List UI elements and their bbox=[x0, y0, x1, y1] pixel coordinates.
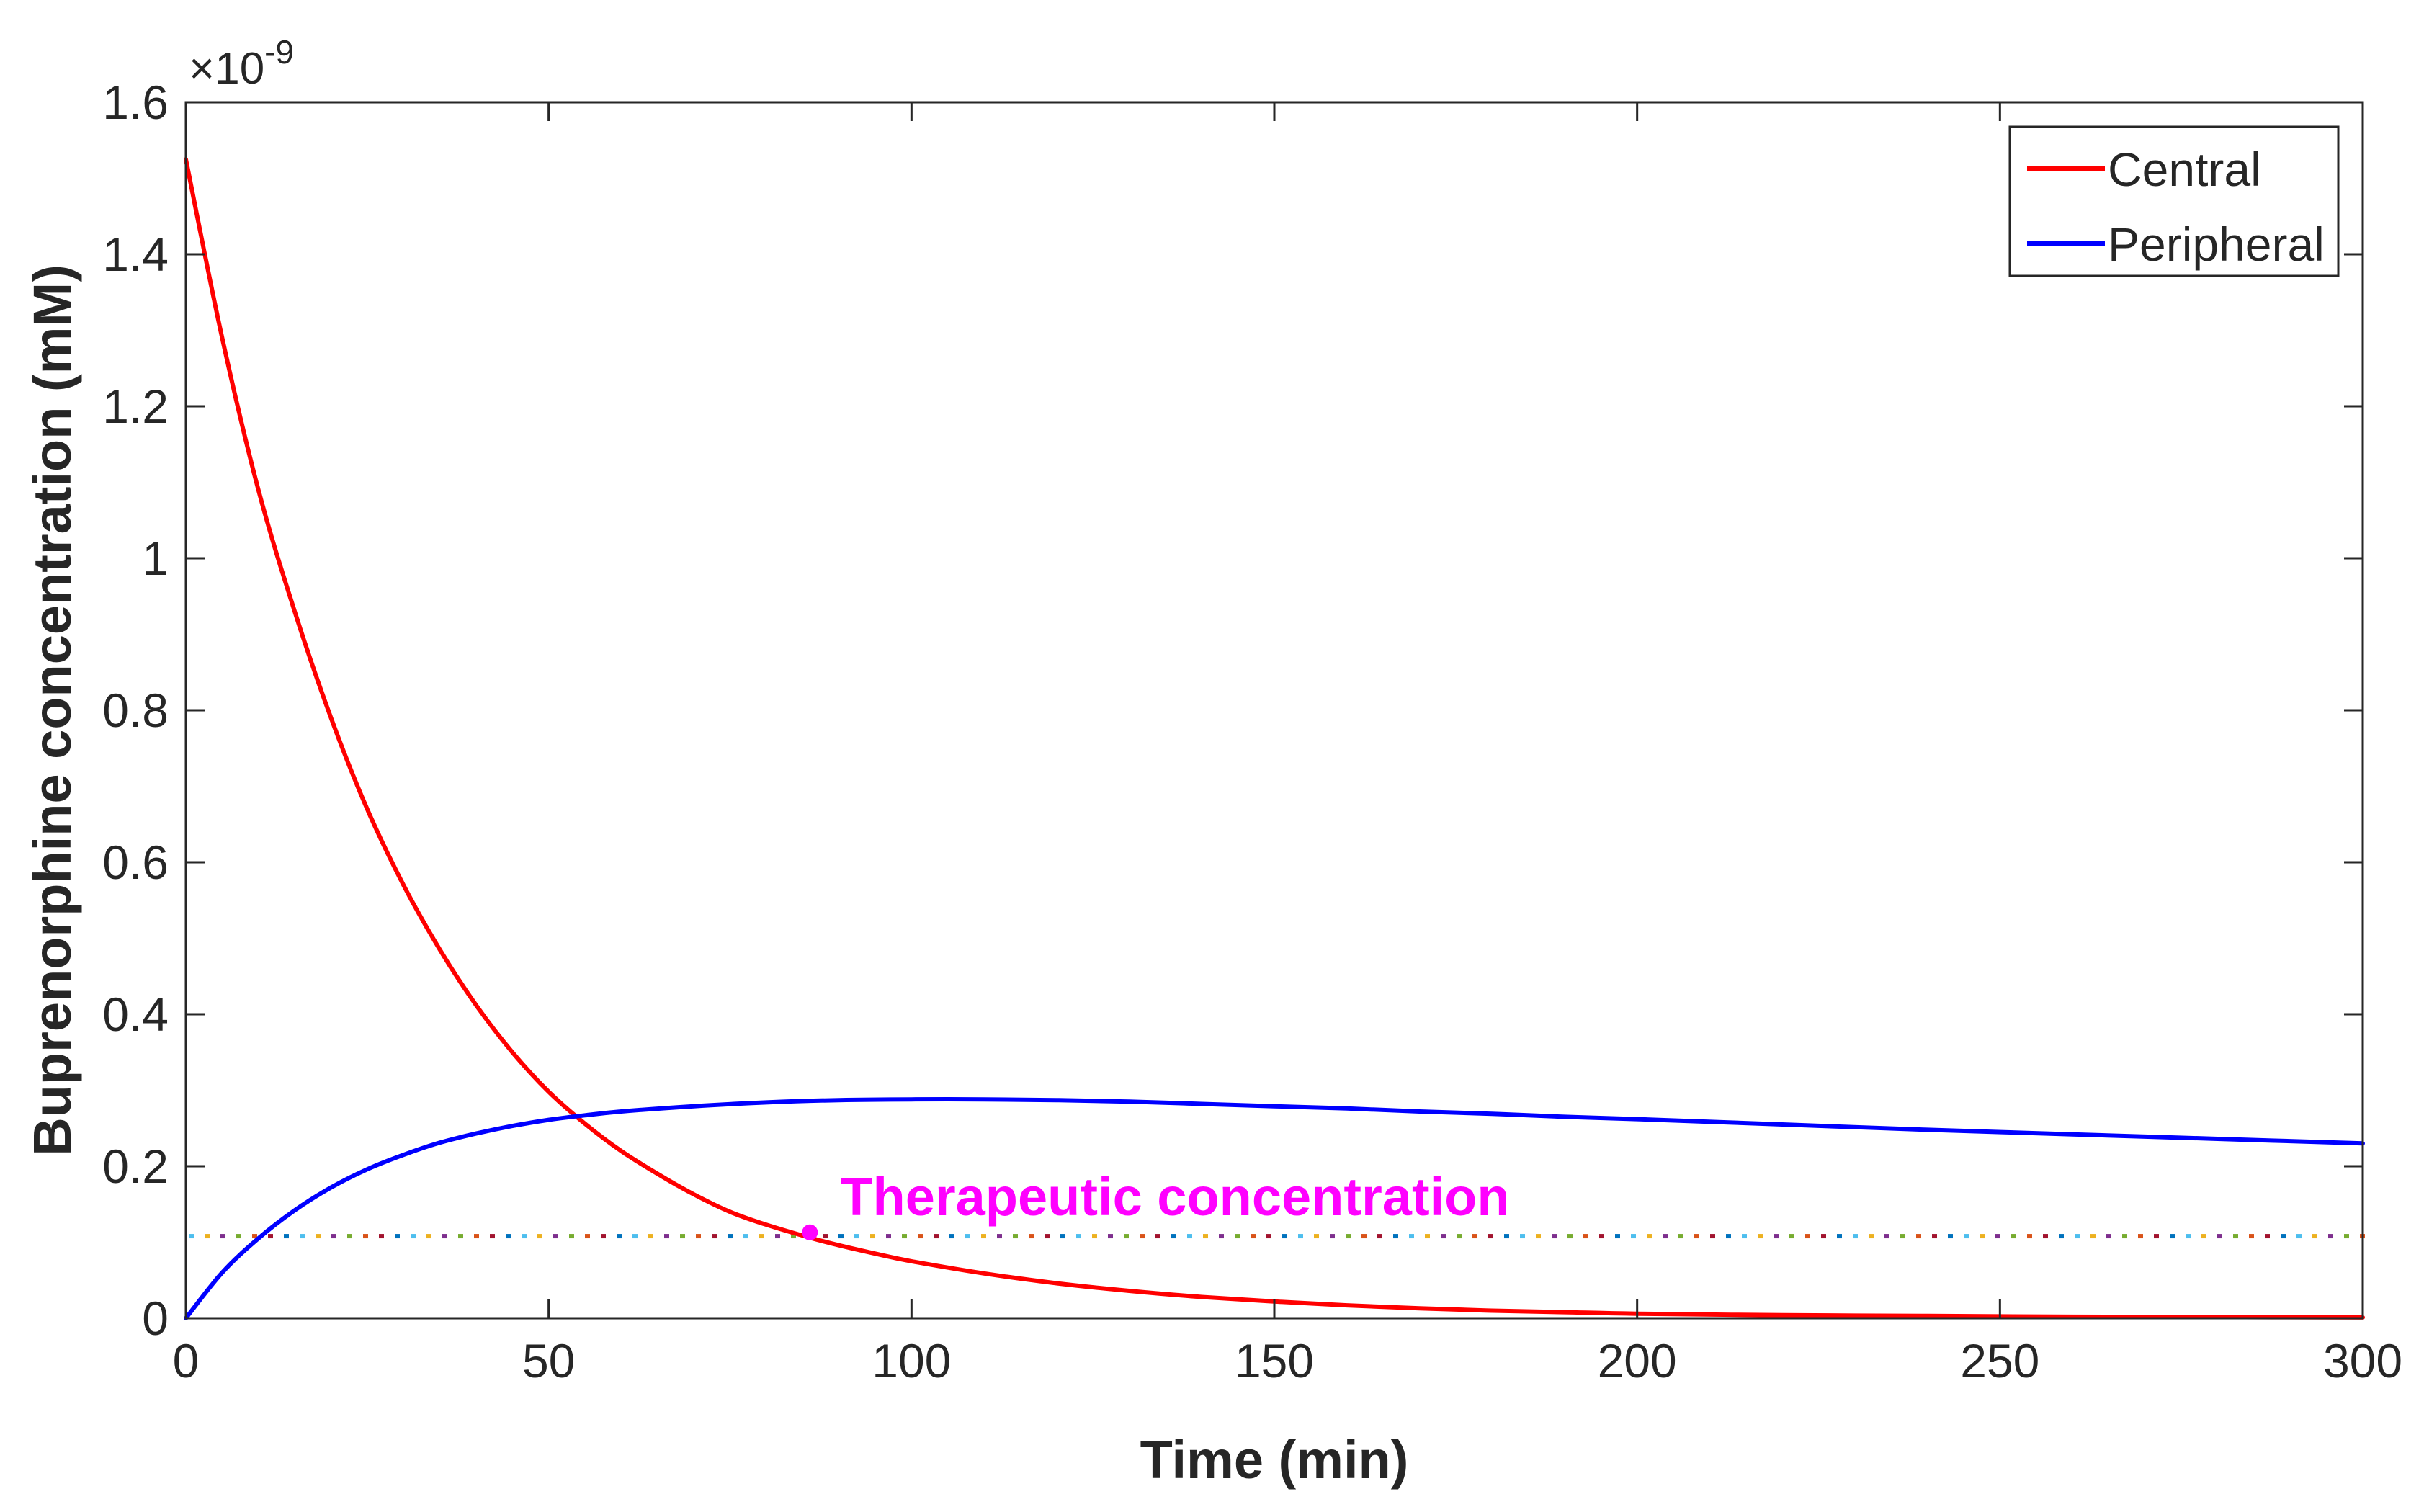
annotation: Therapeutic concentration bbox=[802, 1167, 1510, 1240]
x-axis-label: Time (min) bbox=[1140, 1430, 1409, 1490]
legend-label: Central bbox=[2108, 143, 2261, 196]
x-tick-label: 250 bbox=[1960, 1334, 2039, 1387]
legend-entry-central: Central bbox=[2027, 143, 2261, 196]
annotation-text: Therapeutic concentration bbox=[840, 1167, 1509, 1227]
x-tick-label: 150 bbox=[1235, 1334, 1314, 1387]
x-tick-label: 200 bbox=[1598, 1334, 1677, 1387]
y-tick-label: 0.8 bbox=[102, 684, 169, 737]
series-layer bbox=[184, 157, 2365, 1320]
y-tick-label: 1.4 bbox=[102, 228, 169, 281]
y-tick-label: 0.6 bbox=[102, 836, 169, 889]
y-tick-label: 0.4 bbox=[102, 988, 169, 1041]
x-tick-label: 300 bbox=[2323, 1334, 2402, 1387]
legend-label: Peripheral bbox=[2108, 218, 2325, 271]
y-tick-label: 1 bbox=[142, 532, 169, 585]
y-tick-label: 0 bbox=[142, 1292, 169, 1345]
x-tick-label: 0 bbox=[173, 1334, 200, 1387]
legend-box bbox=[2008, 125, 2340, 277]
x-tick-label: 100 bbox=[872, 1334, 951, 1387]
legend: Central Peripheral bbox=[2008, 125, 2340, 277]
y-tick-label: 0.2 bbox=[102, 1140, 169, 1193]
y-tick-label: 1.2 bbox=[102, 380, 169, 433]
y-exponent-label: ×10-9 bbox=[189, 33, 294, 94]
series-line-central bbox=[184, 157, 2365, 1320]
y-tick-label: 1.6 bbox=[102, 76, 169, 129]
legend-entry-peripheral: Peripheral bbox=[2027, 218, 2325, 271]
y-exponent-power: -9 bbox=[264, 33, 294, 71]
y-exponent-base: ×10 bbox=[189, 44, 264, 94]
ticks-layer bbox=[184, 101, 2364, 1320]
x-tick-labels: 0 50 100 150 200 250 300 bbox=[173, 1334, 2402, 1387]
y-tick-labels: 0 0.2 0.4 0.6 0.8 1 1.2 1.4 1.6 bbox=[102, 76, 169, 1345]
series-line-peripheral bbox=[184, 1097, 2365, 1320]
x-tick-label: 50 bbox=[522, 1334, 575, 1387]
y-axis-label: Buprenorphine concentration (mM) bbox=[22, 264, 82, 1155]
annotation-marker bbox=[802, 1224, 818, 1240]
